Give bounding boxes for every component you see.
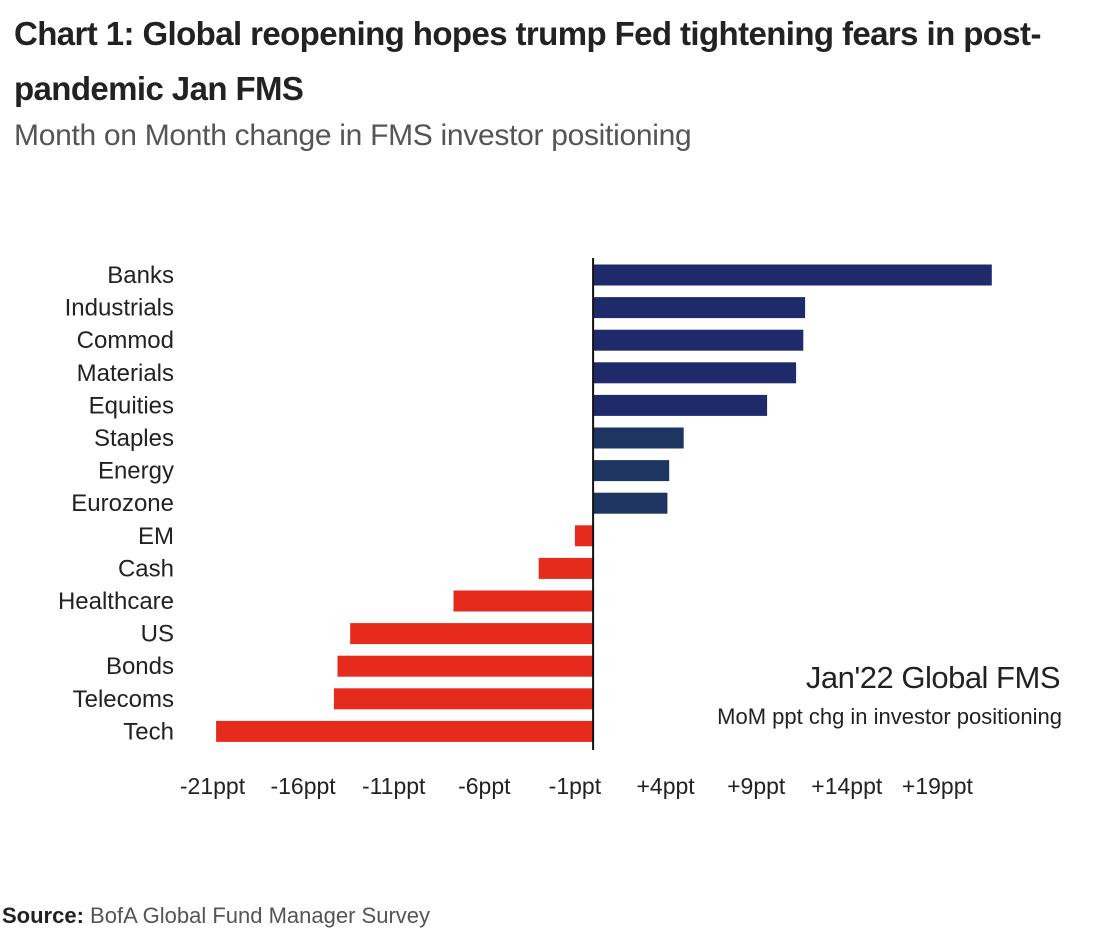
bar-us: [350, 623, 593, 645]
bar-em: [574, 525, 593, 547]
category-label: Staples: [94, 425, 174, 452]
bar-banks: [593, 264, 992, 286]
category-label: Eurozone: [71, 490, 174, 517]
category-label: Tech: [123, 718, 174, 745]
category-label: Industrials: [65, 295, 174, 322]
category-label: Cash: [118, 555, 174, 582]
x-tick-label: +9ppt: [727, 773, 786, 799]
category-label: Healthcare: [58, 588, 174, 615]
annotation-sub: MoM ppt chg in investor positioning: [717, 704, 1062, 729]
bars-layer: [216, 264, 992, 742]
bar-equities: [593, 394, 768, 416]
category-label: Equities: [89, 392, 174, 419]
category-label: Bonds: [106, 653, 174, 680]
annotation-main: Jan'22 Global FMS: [806, 660, 1060, 695]
category-label: Commod: [77, 327, 174, 354]
category-label: EM: [138, 523, 174, 550]
category-label: Materials: [77, 360, 174, 387]
chart-title: Chart 1: Global reopening hopes trump Fe…: [14, 15, 1041, 107]
bar-commod: [593, 329, 804, 351]
x-tick-label: +14ppt: [811, 773, 883, 799]
chart-subtitle: Month on Month change in FMS investor po…: [14, 119, 692, 152]
bar-cash: [538, 557, 594, 579]
bar-industrials: [593, 297, 806, 319]
category-labels: Banks Industrials Commod Materials Equities S…: [58, 262, 174, 745]
source-note: Source: BofA Global Fund Manager Survey: [2, 903, 430, 929]
bar-energy: [593, 460, 670, 482]
category-label: US: [141, 621, 174, 648]
x-tick-labels: -21ppt -16ppt -11ppt -6ppt -1ppt +4ppt +9ppt +1…: [180, 773, 974, 799]
bar-tech: [216, 720, 593, 742]
x-tick-label: -16ppt: [270, 773, 336, 799]
category-label: Telecoms: [73, 686, 174, 713]
bar-materials: [593, 362, 797, 384]
x-tick-label: +19ppt: [902, 773, 974, 799]
x-tick-label: -11ppt: [362, 773, 426, 799]
bar-eurozone: [593, 492, 668, 514]
category-label: Energy: [98, 458, 174, 485]
bar-healthcare: [453, 590, 593, 612]
source-text: BofA Global Fund Manager Survey: [90, 903, 431, 928]
bar-bonds: [337, 655, 593, 677]
x-tick-label: -21ppt: [180, 773, 246, 799]
x-tick-label: -1ppt: [549, 773, 602, 799]
x-tick-label: -6ppt: [458, 773, 511, 799]
bar-telecoms: [333, 688, 593, 710]
category-label: Banks: [107, 262, 174, 289]
x-tick-label: +4ppt: [636, 773, 695, 799]
bar-staples: [593, 427, 684, 449]
source-label: Source:: [2, 903, 84, 928]
